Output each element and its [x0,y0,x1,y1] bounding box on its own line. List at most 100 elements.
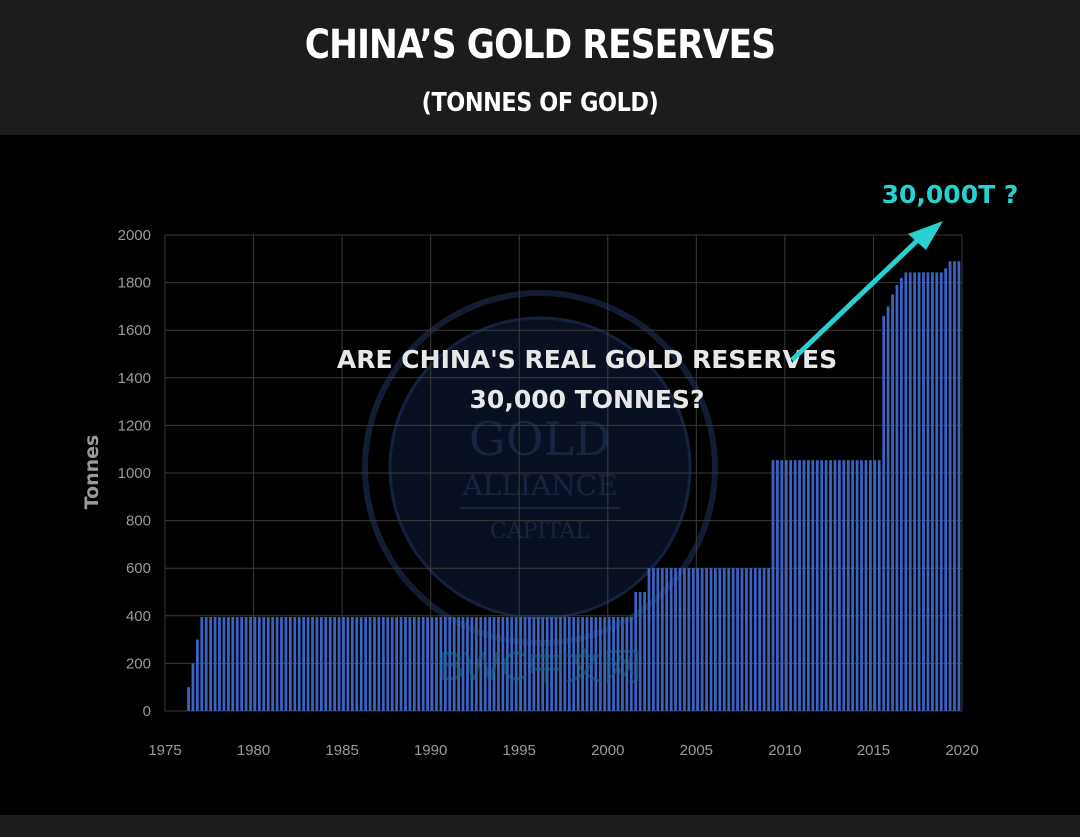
bar-1983.25 [311,616,314,711]
bar-1991.00 [448,616,452,711]
bar-2009.50 [776,460,779,711]
bar-1977.75 [213,616,217,711]
chart-subtitle: (TONNES OF GOLD) [421,88,659,118]
bar-1994.25 [505,616,509,711]
bar-2003.00 [660,568,664,711]
bar-1996.25 [541,616,545,711]
watermark-ring [362,290,718,646]
bar-2001.25 [629,616,633,711]
x-tick-label: 1990 [414,742,447,759]
bar-1979.50 [244,616,248,711]
bar-2010.50 [793,460,797,711]
bar-1977.50 [209,616,213,711]
x-tick-label: 1995 [503,742,536,759]
bar-1996.75 [550,616,553,711]
bar-2013.50 [846,460,850,711]
x-tick-label: 2005 [680,742,713,759]
bar-2000.75 [621,616,624,711]
bar-2016.25 [895,284,899,711]
bar-2015.25 [877,460,881,711]
bar-1987.50 [386,616,390,711]
bar-2012.75 [833,460,837,711]
bar-2004.50 [687,568,691,711]
bar-2007.25 [736,568,739,711]
watermark-text-2: ALLIANCE [461,469,617,502]
bar-1984.50 [333,616,337,711]
bar-2008.25 [753,568,757,711]
bar-1994.50 [510,616,514,711]
bar-1997.75 [567,616,571,711]
bar-2007.75 [745,568,748,711]
bar-2019.50 [953,261,956,711]
bar-1981.00 [271,616,275,711]
trend-arrow-shaft [790,236,922,362]
bar-1978.75 [231,616,235,711]
bar-1981.75 [284,616,288,711]
bar-1994.00 [501,616,505,711]
bar-2009.75 [780,460,784,711]
bar-1980.25 [257,616,261,711]
bar-1989.75 [426,616,429,711]
bar-2014.25 [860,460,863,711]
y-tick-label: 1000 [118,465,151,482]
bar-2001.75 [638,592,642,711]
bar-2006.00 [714,568,717,711]
bar-2000.00 [607,616,611,711]
bar-1996.00 [536,616,540,711]
y-tick-label: 400 [126,608,151,625]
footer-band [0,815,1080,837]
bar-1998.25 [576,616,580,711]
bar-1982.75 [302,616,306,711]
bar-2011.50 [811,460,815,711]
bar-1979.75 [249,616,252,711]
y-tick-label: 1800 [118,275,151,292]
x-tick-label: 2015 [857,742,890,759]
bar-2002.25 [647,568,651,711]
bar-1982.00 [288,616,292,711]
bar-2005.75 [709,568,713,711]
bar-2016.75 [904,272,908,711]
bar-2019.00 [944,268,948,711]
bar-2013.00 [838,460,841,711]
question-line-2: 30,000 TONNES? [470,385,705,414]
bar-1995.50 [528,616,531,711]
bar-1999.25 [594,616,598,711]
bar-1987.25 [381,616,385,711]
bar-2003.75 [674,568,677,711]
y-tick-label: 1200 [118,417,151,434]
watermark-text-3: CAPITAL [490,519,591,544]
watermark-logo: GOLD ALLIANCE CAPITAL [362,290,718,646]
x-axis-ticks: 1975 1980 1985 1990 1995 2000 2005 2010 2015 2020 [148,742,978,759]
bar-2004.75 [691,568,695,711]
bar-1996.50 [545,616,549,711]
bar-2002.75 [656,568,660,711]
bar-2011.00 [802,460,806,711]
y-tick-label: 800 [126,513,151,530]
bar-1977.25 [204,616,208,711]
bar-2013.75 [851,460,855,711]
bar-1985.00 [342,616,345,711]
bar-1985.75 [355,616,359,711]
bar-1988.50 [404,616,407,711]
bar-1997.50 [563,616,567,711]
bar-1988.00 [395,616,398,711]
bar-1993.25 [488,616,491,711]
bar-2017.25 [913,272,917,711]
bar-2004.00 [678,568,682,711]
bar-1995.00 [519,616,522,711]
bar-1986.25 [364,616,367,711]
bar-1995.75 [532,616,536,711]
bar-1990.00 [430,616,434,711]
bar-2014.75 [869,460,872,711]
bar-1999.75 [603,616,607,711]
y-tick-label: 2000 [118,227,151,244]
bar-1986.00 [359,616,363,711]
bar-2006.25 [718,568,722,711]
bar-2018.00 [926,272,930,711]
bar-1980.50 [262,616,266,711]
bar-2008.50 [758,568,762,711]
bar-1992.00 [466,616,469,711]
bar-2015.75 [886,306,890,711]
bar-1981.25 [275,616,279,711]
bar-2019.75 [957,261,961,711]
